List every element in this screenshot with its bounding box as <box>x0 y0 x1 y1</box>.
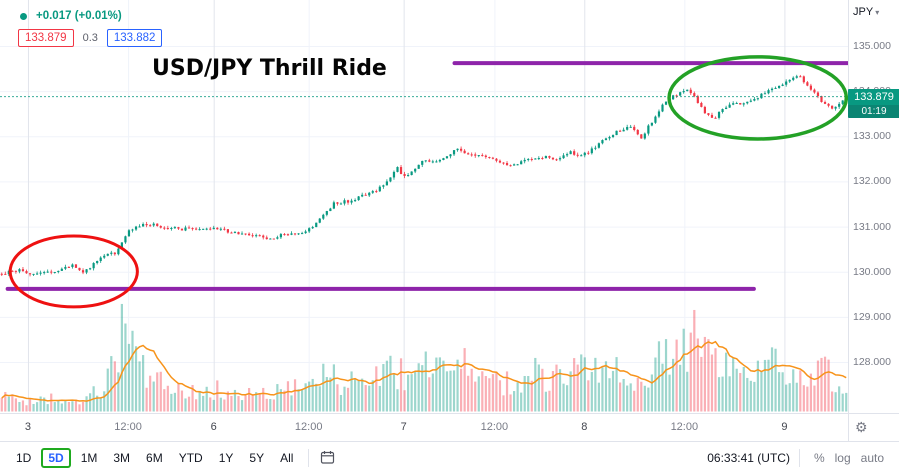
range-button-1m[interactable]: 1M <box>75 449 104 467</box>
toolbar-divider <box>798 448 800 467</box>
price-change-text: +0.017 (+0.01%) <box>36 10 122 22</box>
time-axis-tick: 8 <box>581 421 588 433</box>
volume-layer <box>0 303 848 412</box>
currency-label: JPY <box>853 6 874 18</box>
change-row: +0.017 (+0.01%) <box>18 8 162 24</box>
range-button-6m[interactable]: 6M <box>140 449 169 467</box>
log-scale-toggle[interactable]: log <box>830 449 856 467</box>
time-axis[interactable]: 3 12:00 6 12:00 7 12:00 8 12:00 9 <box>0 413 848 441</box>
date-range-group: 1D 5D 1M 3M 6M YTD 1Y 5Y All <box>10 447 299 468</box>
currency-selector[interactable]: JPY ▾ <box>853 6 879 18</box>
session-clock[interactable]: 06:33:41 (UTC) <box>707 450 790 465</box>
price-axis-tick: 131.000 <box>853 220 891 233</box>
grid-layer <box>0 0 848 411</box>
range-button-ytd[interactable]: YTD <box>173 449 209 467</box>
annotations-layer[interactable] <box>0 55 848 309</box>
status-dot-icon <box>20 12 27 20</box>
last-price-value: 133.879 <box>848 88 899 105</box>
auto-scale-toggle[interactable]: auto <box>856 449 889 467</box>
red-highlight-ellipse[interactable] <box>8 234 139 309</box>
price-axis-tick: 132.000 <box>853 175 891 188</box>
price-axis-tick: 133.000 <box>853 130 891 143</box>
price-axis-tick: 130.000 <box>853 265 891 278</box>
price-axis-tick: 135.000 <box>853 40 891 52</box>
symbol-legend: +0.017 (+0.01%) 133.879 0.3 133.882 <box>18 8 163 47</box>
time-axis-tick: 12:00 <box>670 421 699 433</box>
green-highlight-ellipse[interactable] <box>667 55 848 141</box>
last-price-label: 133.879 01:19 <box>848 88 899 118</box>
percent-scale-toggle[interactable]: % <box>809 449 830 467</box>
range-button-3m[interactable]: 3M <box>107 449 136 467</box>
go-to-date-button[interactable] <box>318 448 337 467</box>
chart-title-annotation[interactable]: USD/JPY Thrill Ride <box>152 56 387 81</box>
range-button-5y[interactable]: 5Y <box>243 449 270 467</box>
time-axis-tick: 12:00 <box>480 421 509 433</box>
time-axis-tick: 9 <box>781 421 788 433</box>
range-button-5d[interactable]: 5D <box>41 447 71 468</box>
candlestick-chart[interactable] <box>0 0 848 413</box>
bar-countdown: 01:19 <box>848 104 899 118</box>
bid-button[interactable]: 133.879 <box>18 29 74 47</box>
time-axis-tick: 12:00 <box>114 421 142 433</box>
range-button-1d[interactable]: 1D <box>10 449 37 467</box>
chart-pane[interactable]: +0.017 (+0.01%) 133.879 0.3 133.882 USD/… <box>0 0 848 413</box>
price-axis[interactable]: JPY▾ 135.000134.000133.000132.000131.000… <box>848 0 899 413</box>
calendar-icon <box>321 451 335 464</box>
price-axis-tick: 128.000 <box>853 355 891 368</box>
time-axis-tick: 12:00 <box>294 421 323 433</box>
price-axis-tick: 129.000 <box>853 310 891 323</box>
bid-ask-row: 133.879 0.3 133.882 <box>18 29 163 47</box>
bottom-toolbar: 1D 5D 1M 3M 6M YTD 1Y 5Y All 06:33:41 (UTC) % lo… <box>0 441 899 473</box>
axis-settings-corner: ⚙ <box>848 413 899 441</box>
volume-ma-line <box>1 340 847 402</box>
time-axis-tick: 6 <box>210 421 217 433</box>
chevron-down-icon: ▾ <box>875 8 880 17</box>
range-button-1y[interactable]: 1Y <box>213 449 240 467</box>
toolbar-divider <box>308 448 310 467</box>
ask-button[interactable]: 133.882 <box>106 29 163 47</box>
gear-icon[interactable]: ⚙ <box>855 419 868 435</box>
range-button-all[interactable]: All <box>274 449 299 467</box>
spread-value: 0.3 <box>82 32 98 44</box>
candles-layer <box>0 74 848 277</box>
toolbar-right-group: 06:33:41 (UTC) % log auto <box>707 448 889 467</box>
time-axis-tick: 7 <box>400 421 407 433</box>
time-axis-tick: 3 <box>24 421 32 433</box>
